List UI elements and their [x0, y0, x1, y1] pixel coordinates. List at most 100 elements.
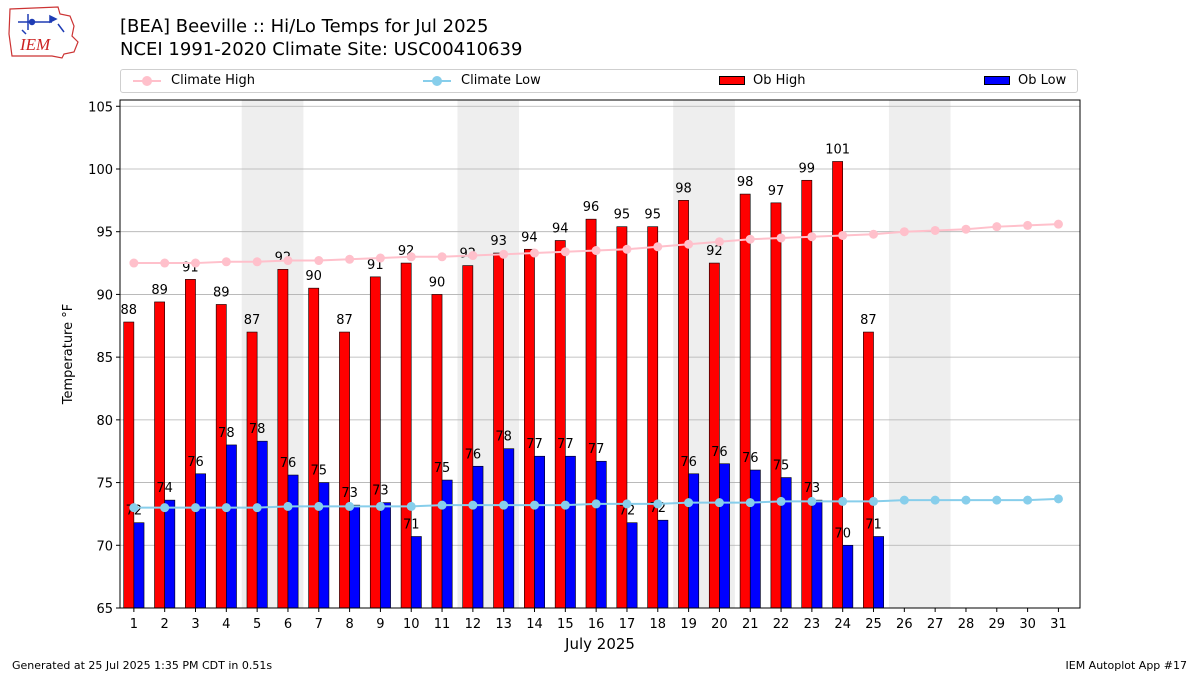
climate-low-point — [406, 501, 416, 511]
ob-low-bar — [688, 473, 700, 609]
ob-low-bar — [749, 469, 761, 609]
ob-low-bar — [133, 522, 145, 609]
ob-high-label: 98 — [675, 181, 692, 196]
ob-high-bar — [739, 193, 751, 609]
ob-low-label: 74 — [156, 481, 173, 496]
ob-high-label: 97 — [768, 184, 785, 199]
ob-high-label: 87 — [244, 313, 261, 328]
climate-high-point — [437, 252, 447, 262]
climate-high-point — [283, 256, 293, 266]
ob-high-label: 98 — [737, 175, 754, 190]
ob-high-label: 87 — [336, 313, 353, 328]
ob-low-bar — [318, 482, 330, 609]
y-tick-label: 80 — [96, 414, 113, 429]
x-tick-label: 3 — [191, 617, 199, 632]
climate-high-point — [314, 256, 324, 266]
ob-high-bar — [431, 294, 443, 609]
climate-low-point — [129, 503, 139, 513]
climate-low-point — [314, 501, 324, 511]
y-tick-label: 105 — [88, 100, 113, 115]
ob-low-label: 72 — [619, 504, 636, 519]
climate-low-point — [221, 503, 231, 513]
climate-low-point — [191, 503, 201, 513]
climate-low-point — [252, 503, 262, 513]
ob-low-label: 76 — [280, 456, 297, 471]
ob-high-bar — [863, 331, 874, 609]
ob-high-bar — [554, 240, 566, 609]
legend-label: Climate Low — [461, 73, 541, 88]
x-tick-label: 23 — [804, 617, 821, 632]
x-tick-label: 13 — [495, 617, 512, 632]
climate-high-point — [745, 234, 755, 244]
ob-high-label: 93 — [490, 234, 507, 249]
ob-low-bar — [534, 455, 545, 609]
x-tick-label: 30 — [1019, 617, 1036, 632]
climate-low-point — [745, 498, 755, 508]
x-tick-label: 15 — [557, 617, 574, 632]
ob-low-label: 75 — [773, 459, 790, 474]
ob-low-label: 76 — [465, 447, 482, 462]
ob-low-label: 77 — [526, 437, 543, 452]
legend-item-ob-low: Ob Low — [984, 73, 1066, 88]
ob-low-bar — [164, 499, 176, 609]
x-tick-label: 25 — [865, 617, 882, 632]
ob-high-bar — [770, 202, 782, 609]
ob-low-bar — [595, 460, 607, 609]
climate-high-point — [776, 233, 786, 243]
x-tick-label: 17 — [619, 617, 636, 632]
climate-high-point — [1023, 220, 1033, 230]
y-tick-label: 65 — [96, 602, 113, 617]
climate-high-point — [406, 252, 416, 262]
climate-high-point — [653, 242, 663, 252]
y-tick-label: 90 — [96, 288, 113, 303]
x-tick-label: 6 — [284, 617, 292, 632]
climate-high-point — [468, 251, 478, 261]
ob-low-bar — [256, 440, 268, 609]
climate-high-point — [961, 224, 971, 234]
climate-low-point — [530, 500, 540, 510]
ob-high-bar — [462, 265, 474, 609]
ob-low-label: 76 — [711, 445, 728, 460]
climate-high-point — [992, 222, 1002, 232]
climate-high-point — [714, 237, 724, 247]
x-tick-label: 12 — [465, 617, 482, 632]
chart-legend: Climate High Climate Low Ob High Ob Low — [120, 69, 1078, 93]
climate-high-point — [807, 232, 817, 242]
ob-low-label: 77 — [557, 437, 574, 452]
x-tick-label: 22 — [773, 617, 790, 632]
x-tick-label: 9 — [376, 617, 384, 632]
ob-low-label: 70 — [834, 526, 851, 541]
ob-low-bar — [657, 519, 669, 609]
climate-low-point — [437, 500, 447, 510]
x-tick-label: 18 — [650, 617, 667, 632]
ob-high-label: 88 — [121, 303, 138, 318]
ob-high-bar — [246, 331, 258, 609]
ob-high-bar — [369, 276, 381, 609]
ob-high-bar — [185, 279, 196, 609]
climate-high-point — [221, 257, 231, 267]
x-tick-label: 19 — [680, 617, 697, 632]
chart-title: [BEA] Beeville :: Hi/Lo Temps for Jul 20… — [120, 16, 489, 37]
climate-high-point — [530, 248, 540, 258]
app-credit: IEM Autoplot App #17 — [1065, 659, 1188, 672]
ob-high-bar — [215, 304, 227, 609]
ob-high-label: 101 — [825, 142, 850, 157]
ob-high-bar — [154, 301, 165, 609]
ob-low-label: 76 — [742, 451, 759, 466]
ob-high-label: 99 — [799, 161, 816, 176]
x-tick-label: 1 — [130, 617, 138, 632]
ob-high-label: 90 — [429, 275, 446, 290]
ob-high-label: 89 — [151, 283, 168, 298]
ob-low-bar — [503, 448, 515, 609]
iem-logo: IEM — [8, 6, 79, 59]
climate-low-point — [622, 499, 632, 509]
climate-high-point — [375, 253, 385, 263]
legend-label: Ob Low — [1018, 73, 1067, 88]
legend-item-climate-high: Climate High — [133, 73, 255, 88]
chart-subtitle: NCEI 1991-2020 Climate Site: USC00410639 — [120, 39, 523, 60]
ob-high-label: 95 — [644, 208, 661, 223]
ob-high-bar — [647, 226, 659, 609]
x-tick-label: 21 — [742, 617, 759, 632]
x-tick-label: 28 — [958, 617, 975, 632]
